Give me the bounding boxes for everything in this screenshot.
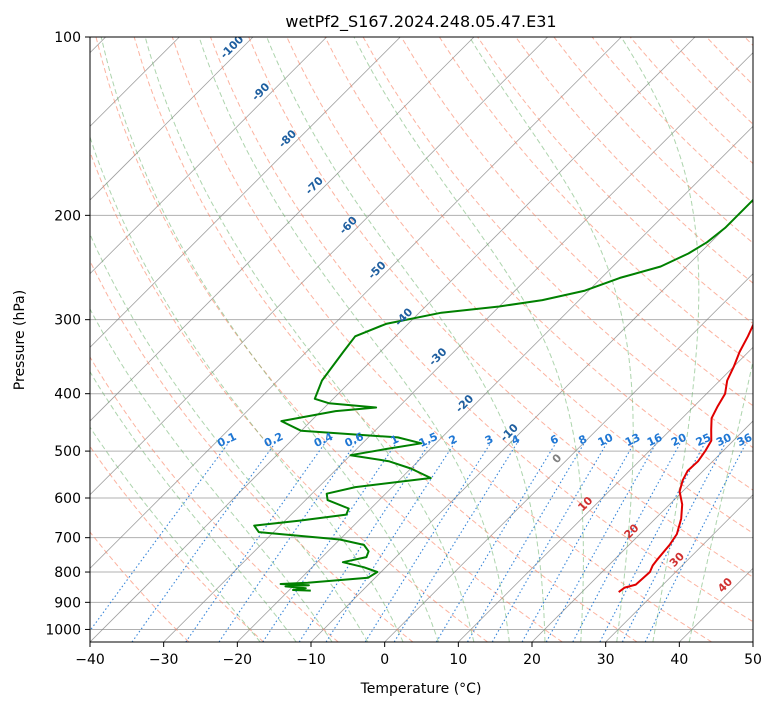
- mixing-ratio-label: 36: [735, 431, 755, 449]
- dry-adiabat-line: [95, 37, 563, 642]
- moist-adiabat-line: [198, 37, 510, 642]
- mixing-ratio-line: [521, 440, 637, 642]
- moist-adiabat-line: [90, 135, 404, 642]
- temperature-profile: [618, 322, 753, 593]
- y-axis: 100 200 300 400 500 600 700 800 900 1000: [45, 30, 90, 638]
- x-tick-label: 30: [597, 652, 615, 668]
- isotherm-line: [163, 52, 753, 642]
- moist-adiabat-line: [90, 308, 333, 642]
- dry-adiabat-line: [324, 37, 753, 491]
- isotherm-line: [90, 37, 622, 569]
- isotherm-line: [90, 37, 401, 348]
- mixing-ratio-line: [185, 440, 328, 642]
- x-tick-label: −30: [149, 652, 179, 668]
- mixing-ratio-label: 10: [596, 431, 616, 449]
- dry-adiabat-line: [133, 37, 638, 642]
- dry-adiabat-line: [171, 37, 712, 642]
- dry-adiabat-line: [90, 445, 264, 642]
- mixing-ratio-line: [491, 440, 609, 642]
- mixing-ratio-line: [364, 440, 493, 642]
- dry-adiabat-line: [438, 37, 753, 366]
- x-tick-label: 10: [449, 652, 467, 668]
- x-tick-label: −40: [75, 652, 105, 668]
- y-tick-label: 600: [54, 491, 81, 507]
- isotherm-line: [531, 420, 753, 642]
- y-tick-label: 400: [54, 387, 81, 403]
- dry-adiabat-line: [515, 37, 753, 284]
- moist-adiabat-line: [620, 37, 700, 642]
- x-axis-title: Temperature (°C): [360, 681, 482, 697]
- y-tick-label: 300: [54, 313, 81, 329]
- dewpoint-profile: [253, 198, 753, 592]
- y-tick-label: 900: [54, 595, 81, 611]
- y-tick-label: 500: [54, 444, 81, 460]
- mixing-ratio-line: [572, 440, 683, 642]
- plot-frame: [89, 36, 754, 643]
- dry-adiabat-line: [90, 259, 414, 642]
- y-tick-label: 1000: [45, 622, 81, 638]
- isotherm-line: [90, 37, 475, 422]
- mixing-ratio-label: 25: [694, 431, 713, 449]
- x-axis: −40 −30 −20 −10 0 10 20 30 40 50: [75, 642, 762, 668]
- y-tick-label: 800: [54, 565, 81, 581]
- isotherm-line: [90, 37, 327, 275]
- dry-adiabat-line: [90, 356, 339, 642]
- mixing-ratio-line: [467, 440, 587, 642]
- chart-title: wetPf2_S167.2024.248.05.47.E31: [285, 12, 556, 32]
- dry-adiabat-line: [248, 37, 753, 578]
- mixing-ratio-line: [90, 440, 231, 632]
- moist-adiabat-line: [266, 37, 546, 642]
- x-tick-label: 40: [670, 652, 688, 668]
- isotherm-line: [90, 37, 548, 496]
- isotherm-line: [90, 37, 696, 642]
- x-tick-label: −20: [223, 652, 253, 668]
- isotherm-line: [605, 494, 753, 642]
- mixing-ratio-label: 16: [645, 431, 665, 449]
- y-tick-label: 100: [54, 30, 81, 46]
- x-tick-label: 0: [380, 652, 389, 668]
- mixing-ratio-line: [644, 440, 748, 642]
- isotherm-line: [90, 37, 254, 201]
- moist-adiabat-line: [90, 426, 261, 642]
- mixing-ratio-label: 30: [714, 431, 734, 449]
- mixing-ratio-line: [262, 440, 399, 642]
- moist-adiabat-line: [144, 37, 475, 642]
- x-tick-label: −10: [296, 652, 326, 668]
- isotherm-line: [384, 273, 753, 642]
- isotherm-line: [458, 346, 753, 642]
- isotherm-line: [237, 125, 753, 642]
- mixing-ratio-line: [435, 440, 558, 642]
- dry-adiabat-line: [90, 150, 488, 642]
- mixing-ratio-line: [325, 440, 457, 642]
- mixing-ratio-label: 13: [623, 431, 642, 449]
- moist-adiabat-line: [90, 232, 369, 642]
- moist-adiabat-line: [353, 37, 584, 642]
- y-axis-title: Pressure (hPa): [12, 290, 28, 390]
- y-tick-label: 700: [54, 531, 81, 547]
- x-tick-label: 50: [744, 652, 762, 668]
- dry-adiabat-line: [210, 37, 753, 623]
- dry-adiabat-line: [400, 37, 753, 407]
- mixing-ratio-line: [393, 440, 520, 642]
- moist-adiabat-line: [688, 358, 753, 642]
- y-tick-label: 200: [54, 208, 81, 224]
- dry-adiabat-line: [90, 531, 190, 642]
- x-tick-label: 20: [523, 652, 541, 668]
- mixing-ratio-line: [131, 440, 278, 642]
- mixing-ratio-label: 20: [669, 431, 689, 449]
- mixing-ratio-line: [545, 440, 659, 642]
